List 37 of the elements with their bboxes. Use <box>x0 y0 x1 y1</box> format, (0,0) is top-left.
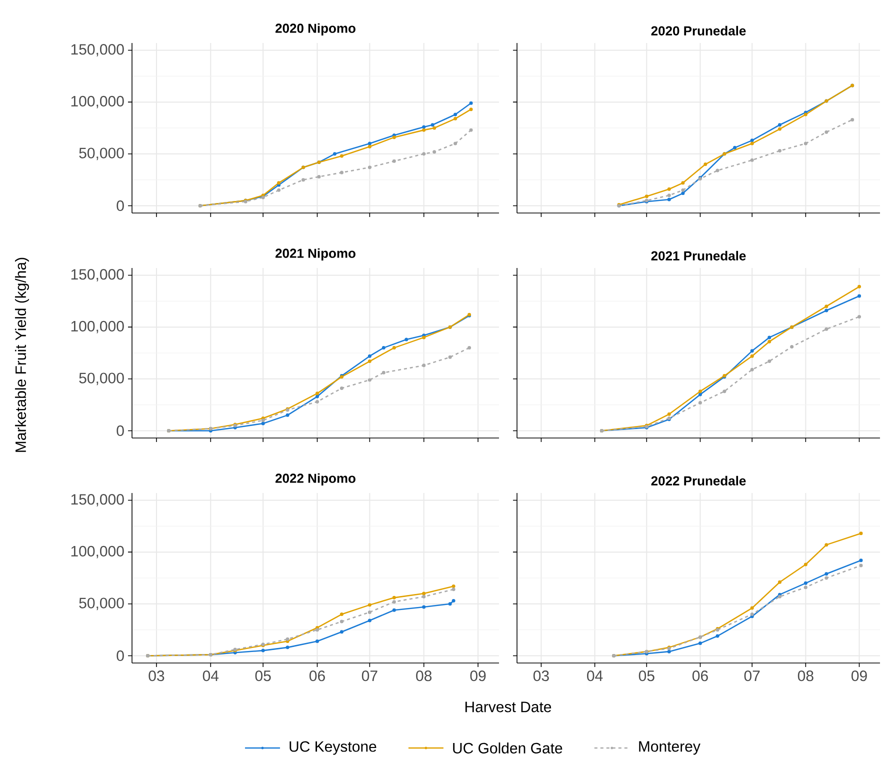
chart-title: 2022 Prunedale <box>651 476 746 486</box>
x-tick-label: 05 <box>638 670 654 682</box>
y-tick-label: 0 <box>116 650 124 662</box>
chart-title: 2020 Nipomo <box>276 23 356 36</box>
x-tick-label: 08 <box>416 670 432 682</box>
x-axis-title: Harvest Date <box>465 702 552 712</box>
x-tick-label: 06 <box>309 670 325 682</box>
x-tick-label: 08 <box>798 670 814 682</box>
chart-title: 2021 Prunedale <box>651 250 746 260</box>
y-tick-label: 50,000 <box>79 372 124 386</box>
x-tick-label: 09 <box>470 670 486 682</box>
y-axis-title: Marketable Fruit Yield (kg/ha) <box>15 258 29 452</box>
y-tick-label: 0 <box>116 425 124 436</box>
y-tick-label: 150,000 <box>71 269 124 282</box>
legend-label: UC Keystone <box>290 741 376 755</box>
x-tick-label: 05 <box>255 670 271 682</box>
y-tick-label: 100,000 <box>71 96 124 108</box>
chart-title: 2022 Nipomo <box>276 473 356 486</box>
x-tick-label: 09 <box>851 670 867 682</box>
legend-label: Monterey <box>639 741 700 755</box>
legend-label: UC Golden Gate <box>453 742 562 754</box>
y-tick-label: 50,000 <box>79 598 124 610</box>
chart-title: 2020 Prunedale <box>651 26 746 36</box>
x-tick-label: 04 <box>202 670 219 682</box>
y-tick-label: 150,000 <box>71 44 124 56</box>
y-tick-label: 100,000 <box>71 320 124 334</box>
chart-title: 2021 Nipomo <box>276 248 356 260</box>
x-tick-label: 04 <box>587 670 603 682</box>
x-tick-label: 03 <box>148 670 164 682</box>
x-tick-label: 03 <box>533 670 549 682</box>
y-tick-label: 100,000 <box>71 546 124 558</box>
x-tick-label: 06 <box>692 670 708 682</box>
x-tick-label: 07 <box>744 670 760 682</box>
y-tick-label: 150,000 <box>71 494 124 506</box>
y-tick-label: 50,000 <box>79 148 124 160</box>
y-tick-label: 0 <box>116 200 124 212</box>
x-tick-label: 07 <box>362 670 378 682</box>
